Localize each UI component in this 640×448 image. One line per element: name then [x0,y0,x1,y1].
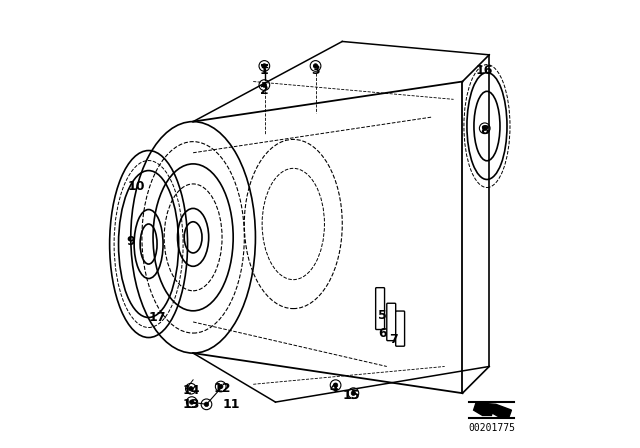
Polygon shape [474,404,493,415]
Circle shape [262,64,267,68]
Text: 9: 9 [127,235,135,248]
Circle shape [314,64,318,68]
Circle shape [218,384,223,389]
FancyBboxPatch shape [396,311,404,346]
Circle shape [348,388,359,399]
Text: 11: 11 [222,398,240,411]
Text: 13: 13 [182,398,200,411]
Text: 00201775: 00201775 [468,423,515,433]
Text: 3: 3 [311,64,320,77]
Text: 5: 5 [378,309,387,322]
Circle shape [186,383,196,394]
Circle shape [333,383,338,388]
Text: 6: 6 [378,327,387,340]
Circle shape [262,83,267,87]
Text: 10: 10 [128,180,145,193]
Text: 4: 4 [329,382,338,395]
Text: 2: 2 [260,84,269,97]
FancyBboxPatch shape [376,288,385,330]
FancyBboxPatch shape [387,303,396,340]
Polygon shape [484,404,511,416]
Circle shape [201,399,212,409]
Circle shape [483,126,487,130]
Circle shape [259,60,269,71]
Circle shape [330,380,341,391]
Circle shape [216,381,226,392]
Circle shape [189,387,193,391]
Circle shape [189,400,194,404]
Text: 17: 17 [148,311,166,324]
Circle shape [310,60,321,71]
Circle shape [259,80,269,90]
Text: 7: 7 [389,333,398,346]
Text: 15: 15 [342,389,360,402]
Text: 14: 14 [182,384,200,397]
Text: 8: 8 [481,124,489,137]
Circle shape [204,402,209,406]
Text: 12: 12 [213,382,231,395]
Circle shape [351,391,356,396]
Circle shape [186,397,197,407]
Circle shape [479,123,490,134]
Text: 16: 16 [476,64,493,77]
Text: 1: 1 [260,64,269,77]
